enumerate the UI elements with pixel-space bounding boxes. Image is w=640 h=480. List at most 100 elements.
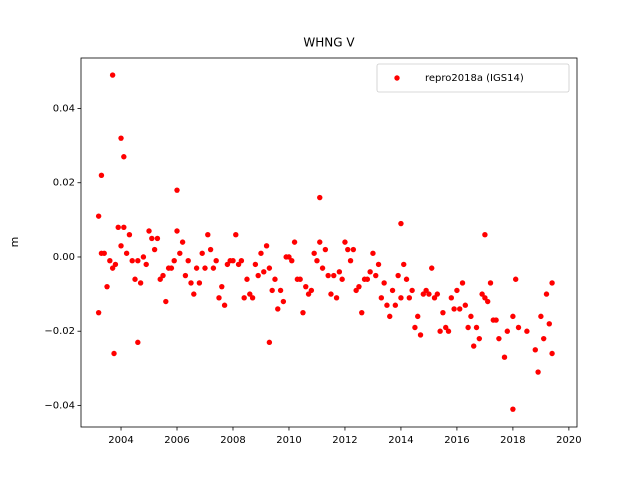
data-point xyxy=(118,243,124,249)
data-point xyxy=(213,257,219,264)
data-point xyxy=(546,321,552,327)
data-point xyxy=(510,313,516,320)
data-point xyxy=(454,287,460,294)
data-point xyxy=(471,343,477,349)
data-point xyxy=(185,257,191,264)
x-tick-label: 2014 xyxy=(388,435,413,446)
data-point xyxy=(132,276,138,282)
data-point xyxy=(325,272,331,279)
data-point xyxy=(238,257,245,264)
data-point xyxy=(95,309,102,316)
data-point xyxy=(269,287,275,294)
data-point xyxy=(266,265,273,271)
data-point xyxy=(207,246,214,253)
data-point xyxy=(199,250,205,256)
data-point xyxy=(398,220,404,227)
data-point xyxy=(205,232,211,238)
data-point xyxy=(219,283,225,290)
data-point xyxy=(392,302,399,308)
data-point xyxy=(319,265,326,271)
data-point xyxy=(524,328,530,334)
data-point xyxy=(465,324,471,331)
y-tick-label: −0.02 xyxy=(44,326,75,337)
data-point xyxy=(230,257,236,264)
data-point xyxy=(182,272,189,279)
data-point xyxy=(121,154,127,160)
legend-marker xyxy=(394,75,400,81)
data-point xyxy=(459,280,466,286)
data-point xyxy=(123,250,130,256)
data-point xyxy=(174,228,180,234)
data-point xyxy=(468,313,474,320)
data-point xyxy=(308,287,315,294)
data-point xyxy=(403,276,410,282)
data-point xyxy=(457,306,463,312)
data-point xyxy=(336,269,343,275)
data-point xyxy=(482,295,488,301)
data-point xyxy=(370,250,376,256)
x-tick-label: 2010 xyxy=(276,435,301,446)
data-point xyxy=(384,302,390,308)
data-point xyxy=(375,261,382,268)
axes-frame xyxy=(80,57,578,428)
data-point xyxy=(191,291,197,297)
data-point xyxy=(451,306,457,312)
data-point xyxy=(280,298,287,305)
data-point xyxy=(224,261,231,268)
data-point xyxy=(409,287,415,294)
data-point xyxy=(235,261,242,268)
data-point xyxy=(196,280,203,286)
data-point xyxy=(412,324,418,331)
data-point xyxy=(98,172,105,179)
y-tick-label: 0.04 xyxy=(53,103,75,114)
data-point xyxy=(535,369,541,375)
data-point xyxy=(496,335,502,342)
x-tick-label: 2008 xyxy=(220,435,245,446)
data-point xyxy=(482,232,488,238)
y-tick-label: −0.04 xyxy=(44,400,75,411)
data-point xyxy=(157,276,163,282)
data-point xyxy=(487,280,494,286)
data-point xyxy=(415,313,421,320)
data-point xyxy=(426,291,432,297)
data-point xyxy=(151,246,158,253)
data-point xyxy=(359,309,365,316)
data-point xyxy=(353,287,359,294)
data-point xyxy=(261,269,267,275)
data-point xyxy=(104,283,110,290)
data-point xyxy=(101,250,107,256)
data-point xyxy=(258,250,264,256)
data-point xyxy=(417,332,424,338)
data-point xyxy=(339,276,345,282)
data-point xyxy=(118,135,124,141)
data-point xyxy=(543,291,550,297)
data-point xyxy=(272,276,278,282)
data-point xyxy=(305,291,312,297)
data-point xyxy=(163,298,169,305)
data-point xyxy=(398,295,404,301)
data-point xyxy=(241,295,247,301)
data-point xyxy=(331,272,337,279)
data-point xyxy=(146,228,152,234)
data-point xyxy=(317,194,323,201)
data-point xyxy=(440,309,446,316)
data-point xyxy=(311,250,317,256)
data-point xyxy=(109,265,116,271)
data-point xyxy=(107,257,113,264)
data-point xyxy=(149,235,155,242)
data-point xyxy=(423,287,429,294)
data-point xyxy=(443,324,449,331)
data-point xyxy=(532,347,538,353)
data-point xyxy=(233,232,239,238)
data-point xyxy=(111,350,117,357)
data-point xyxy=(255,272,261,279)
plot-area xyxy=(95,72,555,412)
data-point xyxy=(193,265,200,271)
data-point xyxy=(445,328,452,334)
y-tick-label: 0.00 xyxy=(53,252,75,263)
data-point xyxy=(420,291,427,297)
chart-title: WHNG V xyxy=(303,36,355,50)
data-point xyxy=(401,261,407,268)
data-point xyxy=(135,257,141,264)
